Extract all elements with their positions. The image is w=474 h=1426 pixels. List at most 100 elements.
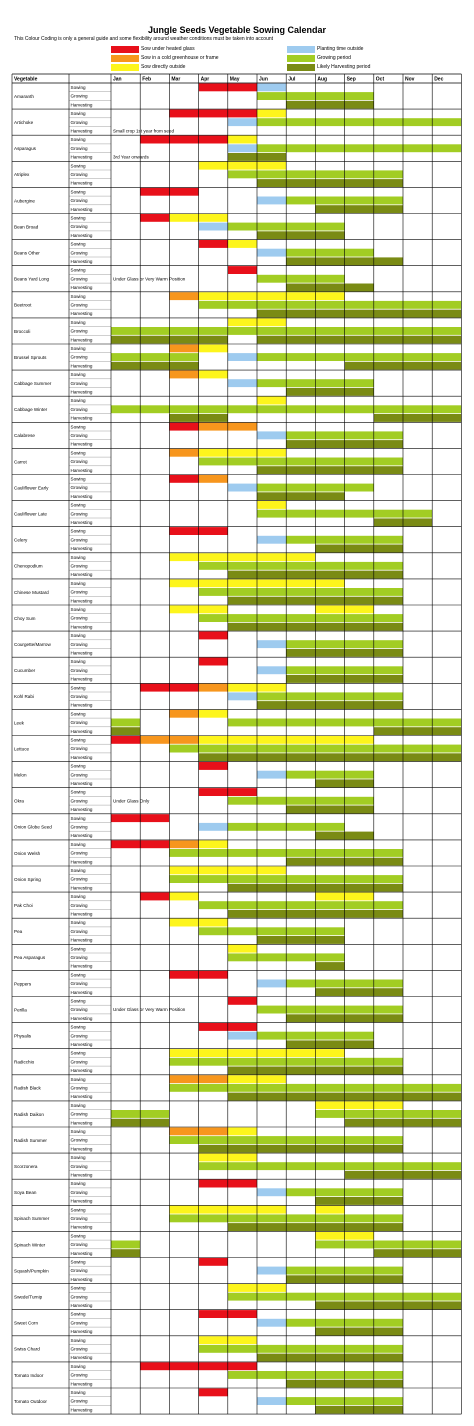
period-bar — [257, 1318, 287, 1327]
row-note: 3rd Year onwards — [113, 155, 149, 160]
header-month-jun: Jun — [259, 77, 268, 83]
row-label-growing: Growing — [71, 329, 89, 334]
period-bar — [315, 1205, 345, 1214]
row-label-harvesting: Harvesting — [71, 390, 93, 395]
page-subtitle: This Colour Coding is only a general gui… — [14, 36, 274, 42]
period-bar — [227, 796, 374, 805]
vegetable-name: Bean Broad — [14, 224, 39, 229]
legend-label: Sow under heated glass — [141, 46, 195, 52]
period-bar — [257, 501, 287, 509]
period-bar — [286, 1040, 374, 1049]
legend-label: Likely Harvesting period — [317, 64, 371, 70]
row-label-growing: Growing — [71, 198, 89, 203]
row-label-harvesting: Harvesting — [71, 1120, 93, 1125]
period-bar — [315, 544, 403, 553]
row-label-sowing: Sowing — [71, 529, 87, 534]
vegetable-name: Radish Summer — [14, 1138, 47, 1143]
period-bar — [198, 561, 403, 570]
period-bar — [169, 892, 199, 901]
period-bar — [315, 1405, 403, 1414]
row-label-sowing: Sowing — [71, 1233, 87, 1238]
row-label-growing: Growing — [71, 772, 89, 777]
vegetable-name: Beetroot — [14, 303, 32, 308]
row-label-harvesting: Harvesting — [71, 363, 93, 368]
row-label-sowing: Sowing — [71, 685, 87, 690]
row-label-growing: Growing — [71, 720, 89, 725]
row-label-harvesting: Harvesting — [71, 677, 93, 682]
row-label-sowing: Sowing — [71, 999, 87, 1004]
row-label-harvesting: Harvesting — [71, 442, 93, 447]
period-bar — [315, 1327, 403, 1336]
period-bar — [227, 144, 257, 153]
period-bar — [198, 1388, 228, 1397]
vegetable-name: Tomato Indoor — [14, 1373, 44, 1378]
row-label-harvesting: Harvesting — [71, 520, 93, 525]
row-label-growing: Growing — [71, 276, 89, 281]
row-label-harvesting: Harvesting — [71, 1068, 93, 1073]
period-bar — [286, 248, 374, 257]
period-bar — [198, 457, 403, 466]
row-label-growing: Growing — [71, 825, 89, 830]
row-label-growing: Growing — [71, 1138, 89, 1143]
row-label-growing: Growing — [71, 616, 89, 621]
period-bar — [140, 213, 170, 222]
row-label-sowing: Sowing — [71, 268, 87, 273]
period-bar — [257, 1266, 287, 1275]
row-label-harvesting: Harvesting — [71, 729, 93, 734]
period-bar — [257, 466, 403, 475]
row-label-growing: Growing — [71, 1216, 89, 1221]
legend-item-planting-time: Planting time outside — [287, 45, 363, 53]
vegetable-name: Atriplex — [14, 172, 30, 177]
period-bar — [198, 1162, 462, 1171]
vegetable-name: Chinese Mustard — [14, 590, 49, 595]
period-bar — [257, 1005, 403, 1014]
vegetable-name: Pea Asparagus — [14, 955, 46, 960]
row-label-harvesting: Harvesting — [71, 494, 93, 499]
period-bar — [257, 1353, 403, 1362]
row-label-harvesting: Harvesting — [71, 1199, 93, 1204]
row-label-growing: Growing — [71, 590, 89, 595]
vegetable-name: Lettuce — [14, 746, 30, 751]
vegetable-name: Onion Spring — [14, 877, 41, 882]
period-bar — [257, 231, 345, 240]
row-label-sowing: Sowing — [71, 477, 87, 482]
row-label-harvesting: Harvesting — [71, 337, 93, 342]
row-label-harvesting: Harvesting — [71, 755, 93, 760]
header-month-feb: Feb — [142, 77, 151, 83]
period-bar — [315, 1197, 403, 1205]
vegetable-name: Cabbage Summer — [14, 381, 52, 386]
row-label-harvesting: Harvesting — [71, 859, 93, 864]
row-label-harvesting: Harvesting — [71, 1146, 93, 1151]
header-month-oct: Oct — [376, 77, 385, 83]
legend-label: Planting time outside — [317, 46, 364, 52]
row-label-sowing: Sowing — [71, 1129, 87, 1134]
header-vegetable: Vegetable — [14, 77, 38, 83]
row-label-harvesting: Harvesting — [71, 598, 93, 603]
row-label-sowing: Sowing — [71, 450, 87, 455]
period-bar — [257, 1188, 287, 1197]
period-bar — [198, 614, 403, 622]
legend-item-sow-outside: Sow directly outside — [111, 63, 185, 71]
row-label-harvesting: Harvesting — [71, 1016, 93, 1021]
period-bar — [169, 344, 199, 353]
legend-swatch — [287, 54, 315, 62]
period-bar — [315, 988, 403, 997]
row-label-growing: Growing — [71, 355, 89, 360]
header-month-aug: Aug — [317, 77, 327, 83]
row-label-harvesting: Harvesting — [71, 912, 93, 917]
period-bar — [286, 100, 374, 109]
row-note: Under Glass Only — [113, 798, 150, 803]
period-bar — [227, 1031, 257, 1040]
period-bar — [198, 448, 287, 457]
period-bar — [198, 344, 228, 353]
row-label-growing: Growing — [71, 485, 89, 490]
row-label-harvesting: Harvesting — [71, 624, 93, 629]
vegetable-name: Broccoli — [14, 329, 30, 334]
row-label-growing: Growing — [71, 668, 89, 673]
vegetable-name: Swiss Chard — [14, 1347, 40, 1352]
period-bar — [198, 753, 462, 762]
period-bar — [198, 240, 228, 248]
vegetable-name: Artichoke — [14, 120, 34, 125]
period-bar — [286, 283, 374, 292]
period-bar — [257, 83, 287, 92]
